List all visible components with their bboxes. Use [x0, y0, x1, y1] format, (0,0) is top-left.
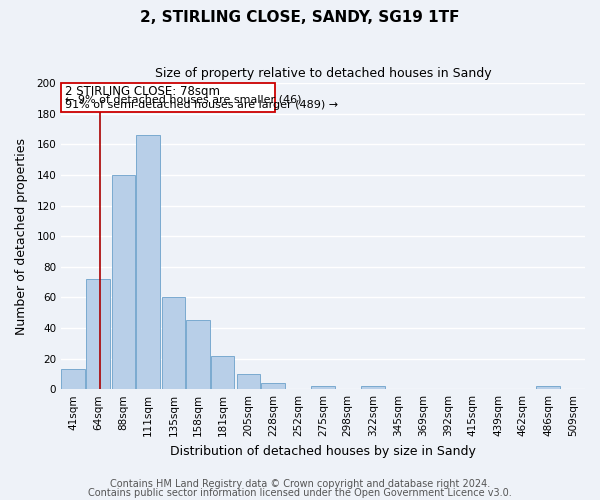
Bar — [162, 298, 185, 389]
Text: ← 9% of detached houses are smaller (46): ← 9% of detached houses are smaller (46) — [65, 94, 301, 104]
Bar — [236, 374, 260, 389]
X-axis label: Distribution of detached houses by size in Sandy: Distribution of detached houses by size … — [170, 444, 476, 458]
Bar — [187, 320, 210, 389]
Bar — [61, 370, 85, 389]
Text: Contains public sector information licensed under the Open Government Licence v3: Contains public sector information licen… — [88, 488, 512, 498]
Bar — [261, 383, 284, 389]
Bar — [86, 279, 110, 389]
Bar — [311, 386, 335, 389]
Bar — [361, 386, 385, 389]
Bar — [211, 356, 235, 389]
FancyBboxPatch shape — [61, 83, 275, 112]
Text: 2 STIRLING CLOSE: 78sqm: 2 STIRLING CLOSE: 78sqm — [65, 86, 220, 98]
Bar — [536, 386, 560, 389]
Text: Contains HM Land Registry data © Crown copyright and database right 2024.: Contains HM Land Registry data © Crown c… — [110, 479, 490, 489]
Text: 91% of semi-detached houses are larger (489) →: 91% of semi-detached houses are larger (… — [65, 100, 338, 110]
Title: Size of property relative to detached houses in Sandy: Size of property relative to detached ho… — [155, 68, 491, 80]
Bar — [136, 135, 160, 389]
Y-axis label: Number of detached properties: Number of detached properties — [15, 138, 28, 334]
Bar — [112, 175, 135, 389]
Text: 2, STIRLING CLOSE, SANDY, SG19 1TF: 2, STIRLING CLOSE, SANDY, SG19 1TF — [140, 10, 460, 25]
